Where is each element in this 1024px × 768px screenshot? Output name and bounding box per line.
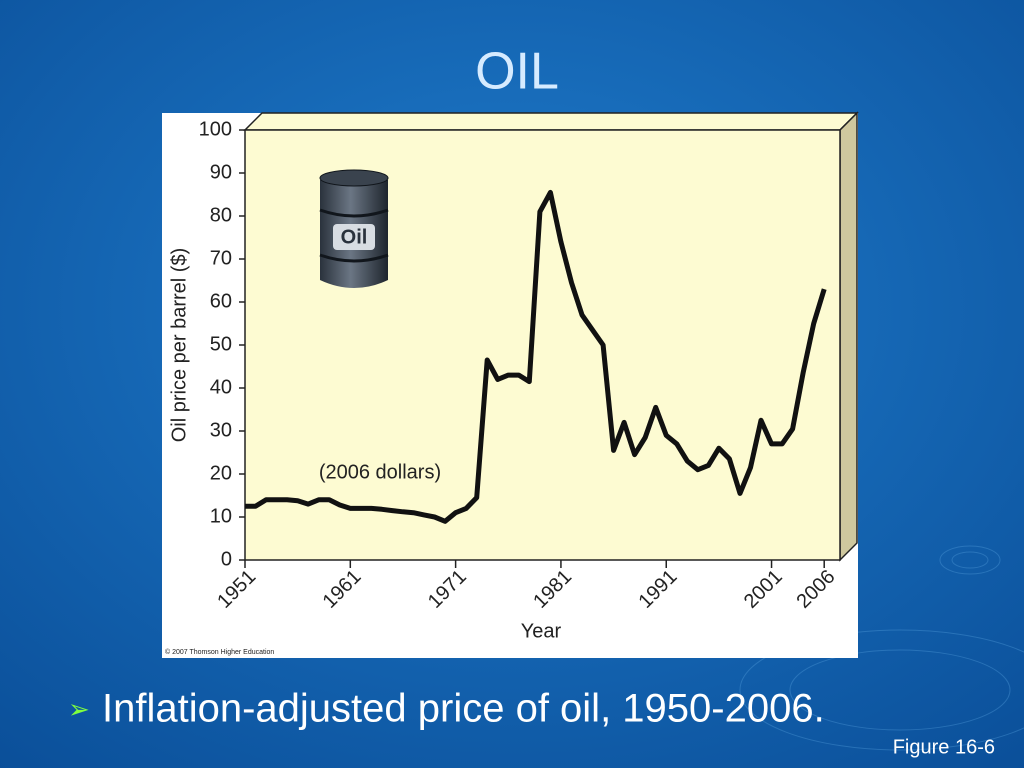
ripples xyxy=(739,545,1024,751)
figure-label: Figure 16-6 xyxy=(893,736,995,758)
plot-side xyxy=(839,111,858,562)
price-line xyxy=(245,189,827,524)
slide-title: OIL xyxy=(475,43,559,101)
x-axis-label: Year xyxy=(521,620,562,642)
y-tick-label: 10 xyxy=(210,505,232,527)
y-tick-label: 90 xyxy=(210,161,232,183)
annotation: (2006 dollars) xyxy=(319,461,441,483)
y-tick-label: 100 xyxy=(199,118,232,140)
y-tick-label: 50 xyxy=(210,333,232,355)
bullet-marker: ➢ xyxy=(68,694,90,724)
copyright: © 2007 Thomson Higher Education xyxy=(165,648,274,656)
y-tick-label: 40 xyxy=(210,376,232,398)
y-tick-label: 20 xyxy=(210,462,232,484)
y-axis-label: Oil price per barrel ($) xyxy=(168,248,190,443)
barrel-label: Oil xyxy=(341,226,368,248)
oil-barrel: Oil xyxy=(319,169,389,288)
y-tick-label: 30 xyxy=(210,419,232,441)
y-tick-label: 60 xyxy=(210,290,232,312)
y-tick-label: 80 xyxy=(210,204,232,226)
bullet-text: Inflation-adjusted price of oil, 1950-20… xyxy=(102,687,825,731)
y-tick-label: 70 xyxy=(210,247,232,269)
y-tick-label: 0 xyxy=(221,548,232,570)
plot-top xyxy=(243,112,859,131)
